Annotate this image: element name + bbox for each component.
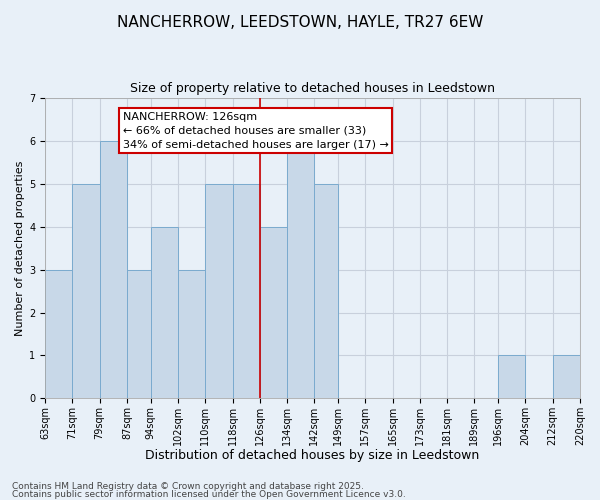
Bar [127, 270, 151, 398]
Bar [100, 141, 127, 399]
Bar [178, 270, 205, 398]
Bar [287, 141, 314, 399]
Y-axis label: Number of detached properties: Number of detached properties [15, 160, 25, 336]
Bar [45, 270, 73, 398]
Bar [73, 184, 100, 398]
Text: NANCHERROW, LEEDSTOWN, HAYLE, TR27 6EW: NANCHERROW, LEEDSTOWN, HAYLE, TR27 6EW [117, 15, 483, 30]
Text: NANCHERROW: 126sqm
← 66% of detached houses are smaller (33)
34% of semi-detache: NANCHERROW: 126sqm ← 66% of detached hou… [122, 112, 389, 150]
Text: Contains HM Land Registry data © Crown copyright and database right 2025.: Contains HM Land Registry data © Crown c… [12, 482, 364, 491]
Bar [260, 226, 287, 398]
Bar [553, 356, 580, 399]
Bar [498, 356, 526, 399]
Text: Contains public sector information licensed under the Open Government Licence v3: Contains public sector information licen… [12, 490, 406, 499]
X-axis label: Distribution of detached houses by size in Leedstown: Distribution of detached houses by size … [145, 450, 479, 462]
Bar [205, 184, 233, 398]
Bar [233, 184, 260, 398]
Title: Size of property relative to detached houses in Leedstown: Size of property relative to detached ho… [130, 82, 495, 96]
Bar [314, 184, 338, 398]
Bar [151, 226, 178, 398]
